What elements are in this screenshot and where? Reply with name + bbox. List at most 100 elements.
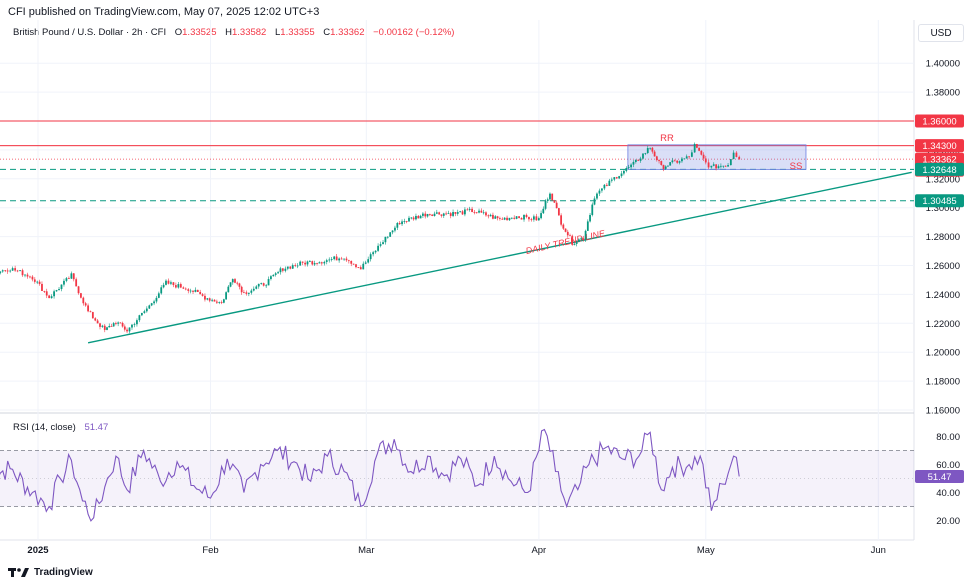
currency-button[interactable]: USD (918, 24, 964, 42)
candle-body (428, 213, 431, 215)
time-axis: 2025 Feb Mar Apr May Jun (27, 545, 886, 556)
candle-body (403, 221, 406, 222)
candle-body (649, 147, 652, 149)
candle-body (693, 143, 696, 153)
candle-body (77, 286, 80, 294)
candle-body (155, 297, 158, 302)
low-value: 1.33355 (280, 27, 314, 38)
price-tick-label: 1.22000 (926, 319, 960, 330)
price-badge-1-36000-bg (915, 114, 964, 128)
candle-body (330, 259, 333, 260)
candle-body (377, 245, 379, 251)
price-tick-label: 1.40000 (926, 59, 960, 70)
candle-body (394, 227, 396, 231)
candle-body (492, 214, 494, 219)
candle-body (318, 262, 321, 264)
footer-brand[interactable]: TradingView (8, 566, 93, 578)
price-badge-1-30485-bg (915, 194, 964, 208)
candle-body (475, 212, 478, 214)
candle-body (284, 268, 287, 271)
candle-body (31, 276, 34, 280)
candle-body (43, 291, 46, 292)
candle-body (487, 215, 490, 217)
candle-body (553, 200, 556, 203)
candle-body (603, 184, 606, 189)
candle-body (150, 303, 153, 306)
candle-body (630, 164, 632, 168)
candle-body (608, 180, 611, 186)
candle-body (21, 270, 24, 276)
candle-body (707, 162, 710, 168)
candle-body (347, 260, 350, 262)
candle-body (704, 158, 707, 163)
time-tick-label: Feb (202, 545, 218, 556)
rsi-tick-label: 20.00 (936, 516, 960, 527)
candle-body (148, 305, 151, 309)
candle-body (19, 270, 21, 272)
candle-body (286, 266, 289, 269)
candle-body (578, 239, 580, 243)
candle-body (655, 156, 658, 161)
candle-body (306, 261, 309, 265)
candle-body (112, 323, 115, 327)
candle-body (533, 216, 535, 220)
candle-body (584, 230, 587, 240)
candle-body (627, 167, 630, 169)
candle-body (642, 153, 644, 159)
price-tick-label: 1.24000 (926, 290, 960, 301)
candle-body (571, 235, 574, 245)
candle-body (103, 325, 106, 330)
candle-body (194, 289, 197, 292)
candle-body (575, 242, 578, 244)
candle-body (192, 290, 194, 292)
candle-body (549, 193, 551, 200)
candle-body (452, 212, 454, 216)
candle-body (685, 156, 688, 159)
candle-body (720, 165, 722, 167)
candle-body (530, 219, 533, 221)
candle-body (528, 217, 530, 220)
candle-body (426, 213, 429, 217)
candle-body (234, 279, 236, 283)
price-tick-label: 1.38000 (926, 88, 960, 99)
candle-body (24, 274, 26, 276)
candle-body (65, 278, 68, 281)
candle-body (494, 216, 497, 219)
candle-body (695, 143, 698, 148)
candle-body (340, 258, 343, 260)
candle-body (618, 176, 621, 179)
last-price-badge: 1.33362 (922, 155, 956, 166)
candle-body (16, 270, 19, 272)
price-tick-label: 1.18000 (926, 377, 960, 388)
candle-body (238, 283, 241, 287)
candle-body (564, 228, 567, 232)
tradingview-logo-icon (8, 568, 29, 577)
candle-body (482, 212, 485, 214)
candle-body (101, 325, 104, 327)
candle-body (343, 258, 345, 260)
candle-body (208, 298, 211, 301)
candle-body (513, 217, 516, 219)
candle-body (591, 204, 594, 215)
candle-body (199, 291, 202, 295)
candle-body (53, 291, 55, 297)
candle-body (447, 213, 450, 215)
rsi-value: 51.47 (84, 422, 108, 433)
symbol-name: British Pound / U.S. Dollar · 2h · CFI (13, 27, 166, 38)
candle-body (667, 165, 669, 167)
candle-body (58, 289, 60, 291)
candle-body (328, 259, 331, 261)
price-tick-label: 1.30000 (926, 203, 960, 214)
candle-body (362, 263, 365, 270)
candle-body (29, 276, 31, 278)
candle-body (227, 286, 230, 293)
candle-body (589, 214, 591, 222)
candle-body (408, 217, 410, 222)
candle-body (99, 323, 101, 327)
candle-body (335, 256, 338, 261)
rsi-tick-label: 60.00 (936, 460, 960, 471)
candle-body (712, 164, 715, 166)
candle-body (518, 216, 520, 219)
